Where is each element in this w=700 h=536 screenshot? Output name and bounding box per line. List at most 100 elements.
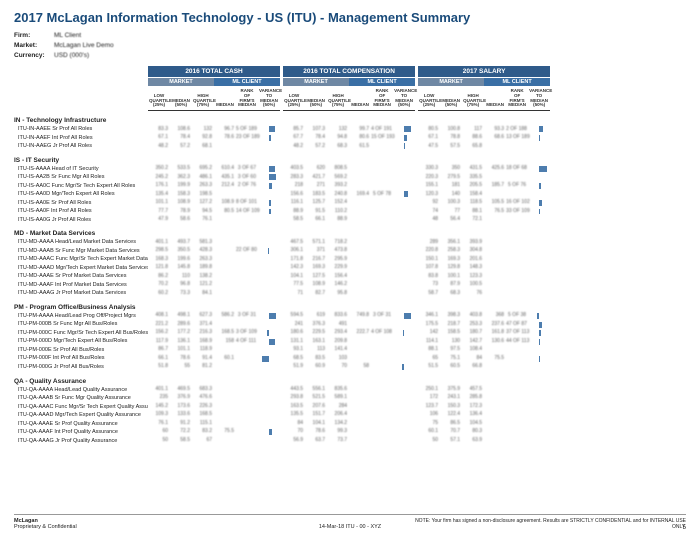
col-header: LOWQUARTILE(25%): [283, 87, 305, 111]
data-cell: 207.6: [305, 403, 327, 412]
data-cell: 37 OF 113: [506, 329, 528, 338]
band-2016-cash: 2016 TOTAL CASH: [148, 66, 280, 78]
data-cell: [484, 190, 506, 199]
data-cell: [258, 247, 280, 256]
data-cell: 226.3: [192, 403, 214, 412]
data-cell: 218: [283, 182, 305, 191]
data-cell: 3 OF 60: [236, 173, 258, 182]
data-cell: 80.5: [214, 207, 236, 216]
data-cell: 229.9: [327, 264, 349, 273]
variance-bar: [539, 209, 540, 215]
data-cell: [349, 247, 371, 256]
data-cell: 22 OF 80: [236, 247, 258, 256]
variance-bar: [404, 191, 408, 197]
data-cell: 350: [440, 165, 462, 174]
data-cell: [258, 386, 280, 395]
data-cell: [371, 420, 393, 429]
data-cell: [236, 420, 258, 429]
data-cell: [528, 182, 550, 191]
data-cell: 87.9: [440, 281, 462, 290]
data-cell: [258, 281, 280, 290]
data-cell: 50: [148, 437, 170, 446]
data-cell: 212.4: [214, 182, 236, 191]
data-cell: 80.5: [418, 125, 440, 134]
role-name: ITU-MD-AAAC Func Mgr/Sr Tech Expert Mark…: [14, 255, 148, 264]
data-cell: [258, 411, 280, 420]
data-cell: 91.5: [305, 207, 327, 216]
data-cell: 627.3: [192, 312, 214, 321]
data-cell: [393, 173, 415, 182]
data-cell: [506, 281, 528, 290]
variance-bar: [539, 126, 543, 132]
data-cell: 401.1: [148, 238, 170, 247]
data-cell: 335.5: [462, 173, 484, 182]
data-cell: [349, 354, 371, 363]
data-cell: 175.5: [418, 320, 440, 329]
data-cell: [349, 411, 371, 420]
data-cell: 67: [192, 437, 214, 446]
data-cell: 75.5: [484, 354, 506, 363]
variance-bar: [269, 313, 276, 319]
data-cell: 279.5: [440, 173, 462, 182]
data-cell: 23 OF 189: [236, 134, 258, 143]
footer-center: 14-Mar-18 ITU - 00 - XYZ: [14, 524, 686, 530]
data-cell: 571.1: [305, 238, 327, 247]
data-cell: [484, 281, 506, 290]
data-cell: [371, 428, 393, 437]
role-name: ITU-QA-AAAG Jr Prof Quality Assurance: [14, 437, 148, 446]
data-cell: [393, 199, 415, 208]
data-cell: 66.8: [462, 363, 484, 372]
data-cell: 68.5: [283, 354, 305, 363]
data-cell: 72.1: [462, 216, 484, 225]
data-cell: [528, 272, 550, 281]
role-name: ITU-MD-AAAF Int Prof Market Data Service…: [14, 281, 148, 290]
data-cell: 99.7: [349, 125, 371, 134]
data-cell: [484, 411, 506, 420]
data-cell: 60.5: [440, 363, 462, 372]
data-cell: [349, 337, 371, 346]
footer-page: 5: [683, 525, 686, 531]
band-2016-comp: 2016 TOTAL COMPENSATION: [283, 66, 415, 78]
data-cell: [214, 437, 236, 446]
data-cell: 142: [418, 329, 440, 338]
data-cell: 125.7: [305, 199, 327, 208]
data-cell: [214, 238, 236, 247]
data-cell: 172.3: [462, 403, 484, 412]
data-cell: [371, 238, 393, 247]
data-cell: [528, 134, 550, 143]
data-cell: 168.5: [192, 411, 214, 420]
data-cell: 47 OF 87: [506, 320, 528, 329]
role-name: ITU-QA-AAAF Int Prof Quality Assurance: [14, 428, 148, 437]
data-cell: [506, 255, 528, 264]
col-header: MEDIAN: [484, 87, 506, 111]
data-cell: 76.1: [148, 420, 170, 429]
data-cell: 172: [418, 394, 440, 403]
data-cell: 136.4: [462, 411, 484, 420]
data-cell: [506, 411, 528, 420]
col-header: HIGHQUARTILE(75%): [462, 87, 484, 111]
data-cell: 78.9: [170, 207, 192, 216]
data-cell: 130.6: [484, 337, 506, 346]
data-cell: [506, 437, 528, 446]
data-cell: [258, 173, 280, 182]
data-cell: [236, 320, 258, 329]
data-cell: 130: [440, 337, 462, 346]
data-cell: 106: [418, 411, 440, 420]
data-cell: 4 OF 111: [236, 337, 258, 346]
data-cell: [258, 216, 280, 225]
data-cell: 51.5: [418, 363, 440, 372]
data-cell: 100.3: [440, 199, 462, 208]
data-cell: 86.5: [440, 420, 462, 429]
data-cell: [236, 428, 258, 437]
data-cell: 14 OF 109: [236, 207, 258, 216]
data-cell: [506, 346, 528, 355]
data-cell: 66.1: [148, 354, 170, 363]
data-cell: [214, 411, 236, 420]
variance-bar: [539, 322, 542, 328]
data-cell: [484, 238, 506, 247]
data-cell: 2 OF 188: [506, 125, 528, 134]
data-cell: [371, 255, 393, 264]
data-cell: [393, 134, 415, 143]
data-cell: [484, 428, 506, 437]
data-cell: 245.2: [148, 173, 170, 182]
